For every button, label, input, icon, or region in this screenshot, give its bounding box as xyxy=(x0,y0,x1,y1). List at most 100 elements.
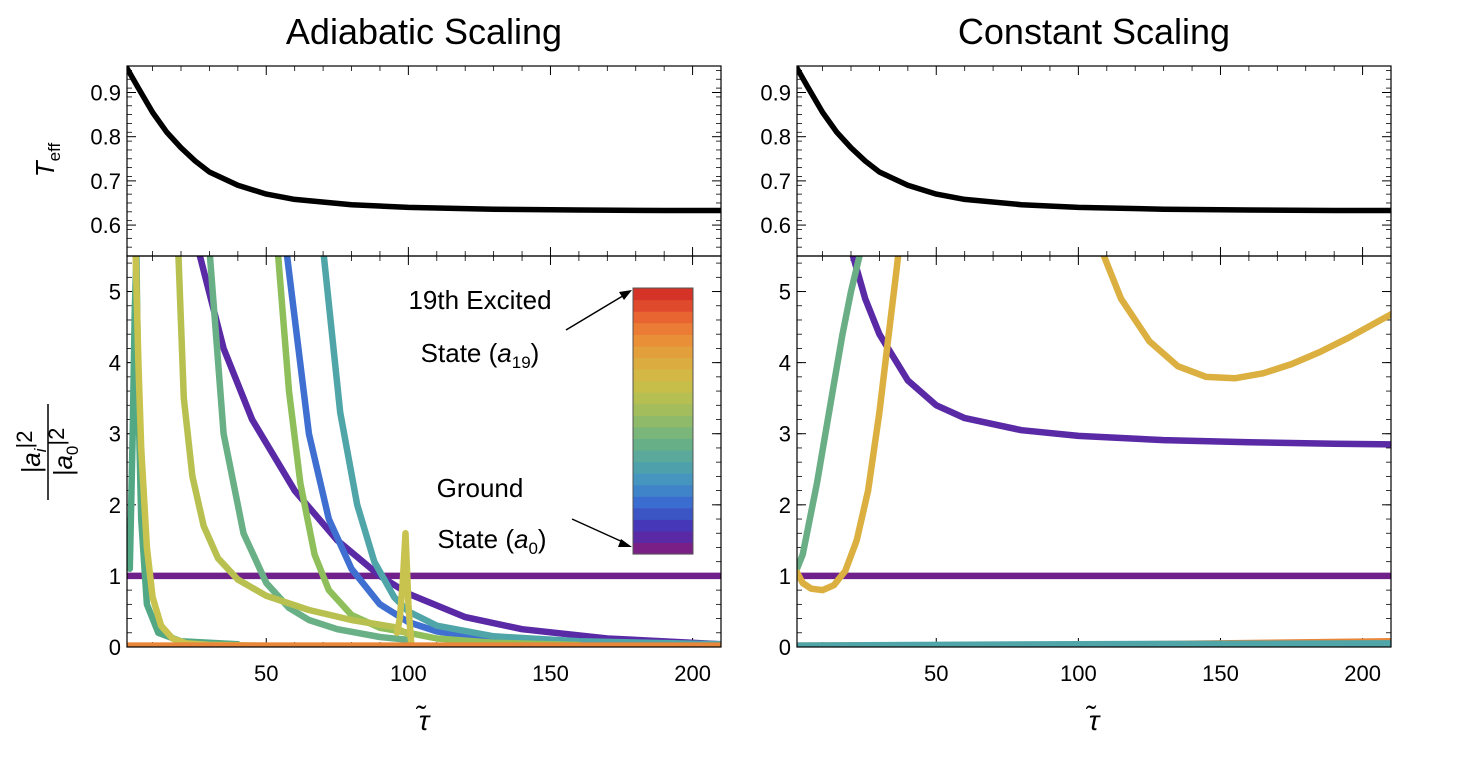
excited-close: ) xyxy=(531,338,540,368)
colorbar-segment-20 xyxy=(633,311,693,324)
den-sup: |2 xyxy=(44,428,69,446)
right-bottom-series-4 xyxy=(1100,256,1391,382)
right-bottom-series-1 xyxy=(849,256,1391,448)
colorbar-segment-2 xyxy=(633,519,693,532)
right-top-axis: 0.6 0.7 0.8 0.9 xyxy=(760,66,1392,257)
den-sub: 0 xyxy=(63,446,82,455)
left-xtick-label-1: 100 xyxy=(390,661,427,686)
right-xtick-label-2: 150 xyxy=(1202,661,1239,686)
ratio-denominator: |a0|2 xyxy=(44,428,82,477)
left-panel-title: Adiabatic Scaling xyxy=(286,11,562,52)
right-top-series-0 xyxy=(797,66,1391,214)
left-top-frame xyxy=(126,65,722,257)
colorbar-segment-3 xyxy=(633,507,693,520)
left-top-ytick-label-3: 0.9 xyxy=(90,81,121,106)
colorbar xyxy=(633,288,693,555)
right-bottom-ytick-label-2: 2 xyxy=(779,493,791,518)
right-bottom-series-7 xyxy=(797,640,1391,647)
excited-state-annotation-line1: 19th Excited xyxy=(408,285,551,315)
left-bottom-series-6 xyxy=(274,256,583,647)
right-bottom-ytick-label-0: 0 xyxy=(779,635,791,660)
right-bottom-ytick-label-1: 1 xyxy=(779,564,791,589)
colorbar-segment-14 xyxy=(633,380,693,393)
excited-state-annotation-line2: State (a19) xyxy=(421,338,540,372)
left-xtick-label-3: 200 xyxy=(674,661,711,686)
colorbar-segment-15 xyxy=(633,368,693,382)
colorbar-segment-8 xyxy=(633,449,693,463)
left-bottom-ytick-label-2: 2 xyxy=(109,493,121,518)
right-top-plot xyxy=(797,66,1391,214)
ground-close: ) xyxy=(538,524,547,554)
colorbar-segment-1 xyxy=(633,530,693,544)
left-bottom-series-9 xyxy=(393,530,415,647)
right-xtick-label-1: 100 xyxy=(1060,661,1097,686)
right-xlabel: τ̃ xyxy=(1085,705,1101,736)
colorbar-segment-5 xyxy=(633,484,693,497)
right-bottom-ytick-label-4: 4 xyxy=(779,351,791,376)
left-top-axis: 0.6 0.7 0.8 0.9 xyxy=(90,66,722,257)
num-sub: i xyxy=(31,447,50,452)
colorbar-segment-11 xyxy=(633,415,693,428)
right-top-ytick-label-2: 0.8 xyxy=(760,125,791,150)
right-top-ytick-label-0: 0.6 xyxy=(760,213,791,238)
left-top-ytick-label-2: 0.8 xyxy=(90,125,121,150)
left-bottom-ytick-label-0: 0 xyxy=(109,635,121,660)
right-bottom-ytick-label-3: 3 xyxy=(779,422,791,447)
right-bottom-series-2 xyxy=(797,256,863,573)
colorbar-segment-12 xyxy=(633,403,693,416)
colorbar-segment-19 xyxy=(633,322,693,335)
right-bottom-ytick-label-5: 5 xyxy=(779,280,791,305)
ground-state-annotation-line1: Ground xyxy=(437,473,524,503)
left-bottom-series-5 xyxy=(206,256,412,644)
colorbar-segment-10 xyxy=(633,426,693,439)
left-xlabel: τ̃ xyxy=(415,705,431,736)
num-abs-a: |a xyxy=(16,452,46,473)
left-top-ytick-label-0: 0.6 xyxy=(90,213,121,238)
left-top-ylabel: Teff xyxy=(30,142,64,177)
right-panel-title: Constant Scaling xyxy=(958,11,1230,52)
colorbar-segment-0 xyxy=(633,542,693,555)
colorbar-segment-4 xyxy=(633,496,693,509)
left-bottom-frame xyxy=(126,255,722,648)
colorbar-segment-18 xyxy=(633,334,693,347)
excited-a: a xyxy=(497,338,511,368)
colorbar-segment-9 xyxy=(633,438,693,451)
left-xtick-label-2: 150 xyxy=(532,661,569,686)
excited-prefix: State ( xyxy=(421,338,498,368)
ground-state-annotation-line2: State (a0) xyxy=(437,524,546,558)
ground-a: a xyxy=(514,524,528,554)
right-bottom-series-3 xyxy=(797,256,902,594)
left-bottom-ytick-label-3: 3 xyxy=(109,422,121,447)
colorbar-segment-21 xyxy=(633,299,693,312)
left-bottom-ytick-label-5: 5 xyxy=(109,280,121,305)
num-sup: |2 xyxy=(12,431,37,449)
right-top-ytick-label-3: 0.9 xyxy=(760,81,791,106)
ground-sub: 0 xyxy=(528,539,537,558)
colorbar-segment-7 xyxy=(633,461,693,474)
right-xtick-label-0: 50 xyxy=(924,661,948,686)
left-top-plot xyxy=(127,66,721,214)
ratio-numerator: |ai|2 xyxy=(12,431,50,474)
left-bottom-plot xyxy=(127,256,721,647)
colorbar-segment-16 xyxy=(633,357,693,370)
colorbar-segment-22 xyxy=(633,288,693,301)
colorbar-segment-6 xyxy=(633,473,693,486)
right-bottom-plot xyxy=(797,256,1391,647)
ground-arrow xyxy=(571,518,626,544)
left-bottom-ylabel: |ai|2 |a0|2 xyxy=(12,404,82,500)
left-xtick-label-0: 50 xyxy=(254,661,278,686)
left-top-ytick-label-1: 0.7 xyxy=(90,169,121,194)
den-abs-a: |a xyxy=(48,455,78,476)
colorbar-segment-17 xyxy=(633,345,693,358)
teff-label-sub: eff xyxy=(45,142,64,161)
left-top-series-0 xyxy=(127,66,721,214)
teff-label-main: T xyxy=(30,159,60,177)
colorbar-frame xyxy=(632,287,694,555)
colorbar-segment-13 xyxy=(633,392,693,405)
ground-arrow-head xyxy=(618,539,632,547)
ground-prefix: State ( xyxy=(437,524,514,554)
excited-arrow xyxy=(565,293,627,331)
right-xtick-label-3: 200 xyxy=(1344,661,1381,686)
excited-sub: 19 xyxy=(512,353,531,372)
